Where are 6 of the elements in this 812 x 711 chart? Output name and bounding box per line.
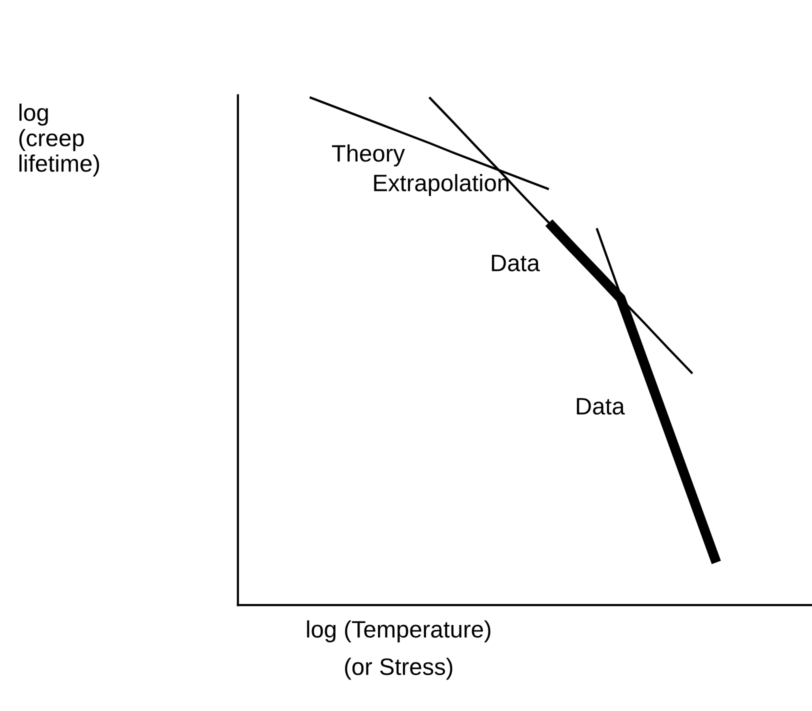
series-label: Extrapolation: [374, 174, 509, 196]
x-axis-title: log (Temperature) (or Stress): [307, 620, 490, 680]
annotation: Data: [576, 398, 625, 415]
text: log (creep lifetime): [19, 104, 100, 176]
series-label: Theory: [332, 144, 405, 166]
series-label: Data: [492, 254, 540, 272]
